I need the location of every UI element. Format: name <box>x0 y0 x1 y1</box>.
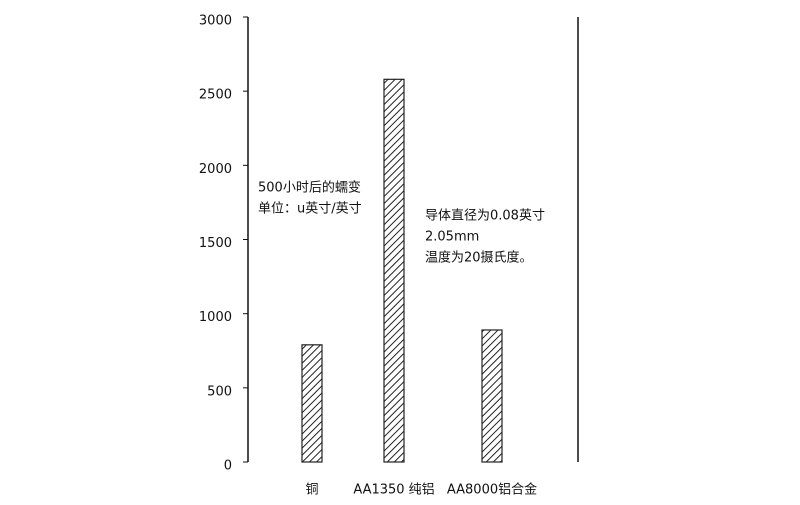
annotation: 温度为20摄氏度。 <box>425 250 533 266</box>
y-tick-label: 1000 <box>199 310 232 325</box>
x-tick-label: AA1350 纯铝 <box>353 483 434 498</box>
y-tick-label: 2000 <box>199 162 232 177</box>
y-tick-label: 1500 <box>199 236 232 251</box>
y-tick-label: 2500 <box>199 88 232 103</box>
bar <box>301 344 323 463</box>
x-tick-label: AA8000铝合金 <box>447 482 537 498</box>
bar <box>481 329 503 463</box>
annotation: 500小时后的蠕变 <box>258 180 361 196</box>
y-tick-label: 3000 <box>199 14 232 29</box>
x-tick-label: 铜 <box>305 483 318 498</box>
y-tick-label: 500 <box>207 384 232 399</box>
bar <box>383 78 405 463</box>
annotation: 导体直径为0.08英寸 <box>425 209 545 224</box>
annotation: 2.05mm <box>425 230 479 245</box>
y-tick-label: 0 <box>224 459 232 474</box>
annotation: 单位：u英寸/英寸 <box>258 202 362 217</box>
